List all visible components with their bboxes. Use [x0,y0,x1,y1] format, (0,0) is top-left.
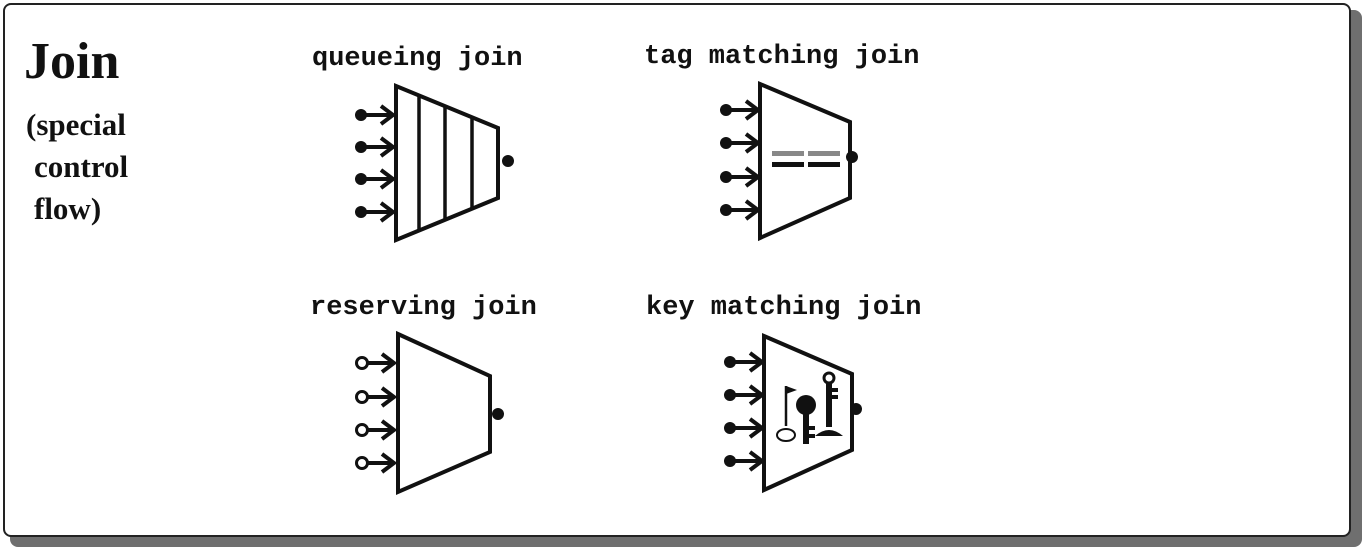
key-matching-join-node [722,332,862,494]
key-icon [776,371,843,444]
equals-icon [772,151,840,167]
reserving-join-node [354,330,504,496]
diagram-title: Join [24,33,120,90]
queueing-join-label: queueing join [312,44,523,74]
reserving-join-label: reserving join [310,293,537,323]
subtitle-line-2: control [34,149,129,184]
tag-matching-join-node [718,80,858,242]
diagram-frame [3,3,1351,537]
diagram-subtitle: (special control flow) [26,104,156,230]
key-matching-join-label: key matching join [646,293,922,323]
queueing-join-node [353,83,514,243]
subtitle-line-3: flow) [34,191,102,226]
subtitle-line-1: (special [26,107,126,142]
tag-matching-join-label: tag matching join [644,42,920,72]
